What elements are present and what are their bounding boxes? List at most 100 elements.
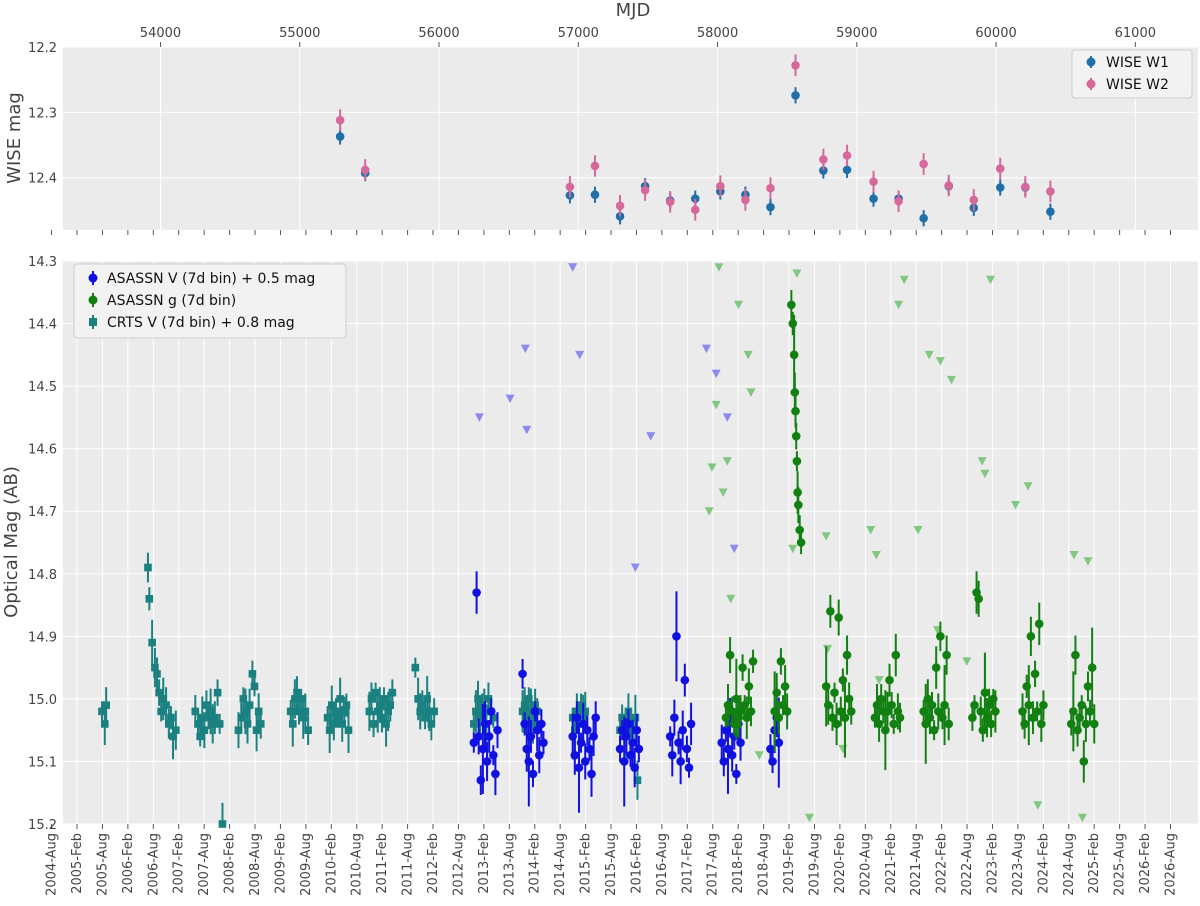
- asassn-g-limit-marker: [754, 751, 764, 760]
- bottom-x-tick-label: 2020-Aug: [858, 833, 873, 896]
- bottom-x-tick-label: 2026-Feb: [1138, 833, 1153, 894]
- asassn-v-limit-marker: [575, 350, 585, 360]
- crts-v-point: [172, 726, 180, 734]
- crts-v-point: [373, 707, 382, 716]
- crts-v-point: [157, 707, 165, 716]
- bottom-x-tick-label: 2018-Feb: [731, 833, 746, 894]
- top-y-tick-label: 12.4: [28, 172, 57, 187]
- asassn-g-point: [986, 719, 996, 729]
- asassn-v-point: [520, 719, 529, 729]
- asassn-g-limit-marker: [985, 275, 995, 285]
- crts-v-point: [430, 707, 438, 716]
- asassn-g-point: [883, 707, 892, 716]
- asassn-g-limit-marker: [788, 544, 798, 554]
- asassn-v-point: [474, 732, 484, 741]
- bottom-x-tick-label: 2011-Feb: [375, 833, 390, 894]
- wise-w2-point: [969, 195, 979, 205]
- crts-v-point: [371, 688, 380, 697]
- crts-v-point: [213, 688, 222, 697]
- asassn-g-limit-marker: [1011, 500, 1021, 510]
- asassn-g-point: [940, 700, 949, 710]
- asassn-g-point: [1026, 632, 1036, 641]
- asassn-v-point: [736, 738, 745, 747]
- crts-v-point: [323, 713, 332, 722]
- bottom-y-axis-label: Optical Mag (AB): [1, 466, 22, 618]
- asassn-g-point: [968, 713, 977, 722]
- asassn-g-point: [846, 707, 856, 716]
- asassn-g-limit-marker: [714, 263, 724, 272]
- asassn-g-point: [944, 719, 954, 729]
- crts-v-point: [245, 701, 254, 709]
- legend-crts-v-marker: [89, 318, 97, 326]
- asassn-g-point: [927, 700, 937, 710]
- asassn-v-point: [534, 750, 544, 760]
- crts-v-point: [204, 713, 213, 722]
- crts-v-point: [334, 713, 342, 722]
- crts-v-point: [169, 732, 177, 741]
- asassn-v-point: [578, 719, 588, 729]
- legend-asassn-g-marker: [88, 295, 98, 305]
- crts-v-point: [369, 720, 378, 728]
- crts-v-point: [208, 720, 217, 728]
- wise-w2-point: [842, 151, 852, 160]
- asassn-g-point: [874, 719, 884, 729]
- asassn-v-point: [524, 757, 534, 766]
- asassn-g-point: [787, 300, 796, 310]
- wise-w2-point: [1046, 187, 1055, 196]
- crts-v-point: [581, 707, 590, 716]
- crts-v-point: [239, 695, 248, 703]
- asassn-v-point: [526, 732, 536, 741]
- asassn-v-point: [717, 738, 727, 747]
- crts-v-point: [100, 720, 109, 728]
- asassn-g-point: [936, 632, 945, 641]
- bottom-x-tick-label: 2010-Feb: [324, 833, 339, 894]
- asassn-v-point: [591, 713, 600, 722]
- asassn-v-point: [472, 588, 481, 597]
- crts-v-point: [165, 720, 173, 728]
- crts-v-point: [288, 720, 297, 728]
- wise-w2-point: [640, 185, 650, 195]
- crts-v-point: [250, 682, 259, 691]
- asassn-g-point: [794, 500, 803, 510]
- crts-v-point: [297, 695, 305, 703]
- wise-w2-point: [894, 196, 903, 206]
- asassn-v-point: [727, 750, 737, 760]
- asassn-g-point: [970, 700, 979, 710]
- crts-v-point: [470, 720, 478, 728]
- bottom-y-tick-label: 15.1: [28, 755, 57, 770]
- bottom-y-tick-label: 15.2: [28, 818, 57, 833]
- asassn-g-point: [980, 688, 990, 697]
- bottom-y-tick-label: 14.6: [28, 443, 57, 458]
- asassn-v-point: [678, 725, 688, 735]
- asassn-g-point: [984, 700, 994, 710]
- wise-w2-point: [869, 177, 878, 186]
- asassn-g-point: [887, 700, 896, 710]
- bottom-x-tick-label: 2025-Feb: [1087, 833, 1102, 894]
- bottom-x-tick-label: 2014-Aug: [553, 833, 568, 896]
- asassn-v-point: [583, 725, 592, 735]
- crts-v-point: [474, 695, 482, 703]
- crts-v-point: [286, 707, 295, 716]
- asassn-g-limit-marker: [913, 525, 923, 535]
- top-x-tick-label: 54000: [140, 26, 181, 41]
- asassn-v-point: [574, 763, 584, 772]
- crts-v-point: [423, 695, 431, 703]
- wise-w1-point: [819, 166, 828, 175]
- bottom-y-tick-label: 14.9: [28, 630, 57, 645]
- asassn-g-point: [780, 682, 790, 691]
- asassn-v-point: [723, 744, 733, 754]
- wise-w2-point: [791, 61, 800, 70]
- bottom-y-tick-label: 14.4: [28, 318, 57, 333]
- crts-v-point: [570, 726, 579, 734]
- bottom-x-tick-label: 2021-Aug: [909, 833, 924, 896]
- crts-v-point: [414, 695, 422, 703]
- top-gridlines: [63, 46, 1198, 230]
- crts-v-point: [336, 695, 344, 703]
- crts-v-point: [248, 670, 257, 678]
- asassn-g-point: [976, 707, 986, 716]
- crts-v-point: [340, 707, 349, 716]
- crts-v-point: [416, 707, 425, 716]
- asassn-v-point: [630, 763, 639, 772]
- top-x-tick-label: 61000: [1115, 26, 1156, 41]
- asassn-g-point: [742, 713, 752, 722]
